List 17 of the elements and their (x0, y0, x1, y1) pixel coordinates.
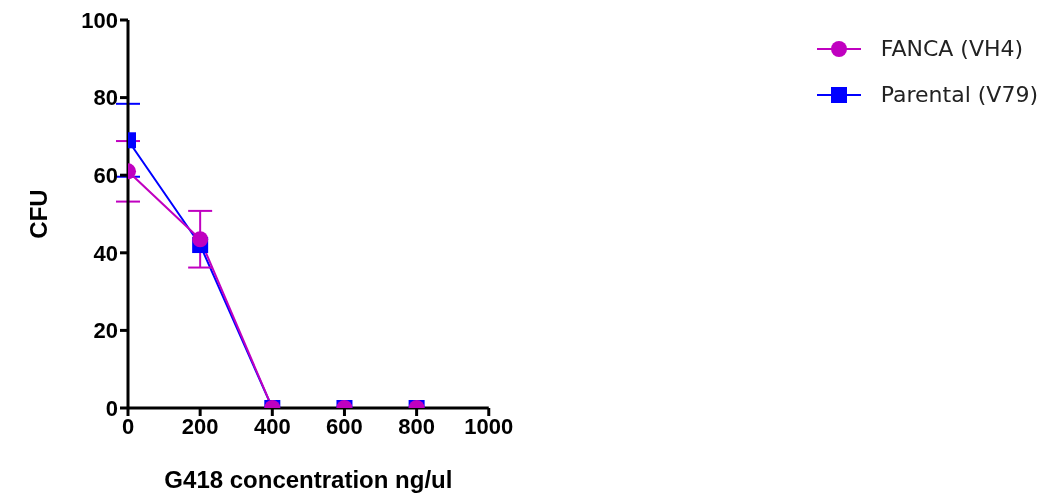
y-tick-label: 20 (93, 318, 118, 344)
x-tick-label: 600 (326, 413, 363, 439)
x-tick-label: 800 (398, 413, 435, 439)
y-tick-label: 40 (93, 240, 118, 266)
y-tick-label: 80 (93, 85, 118, 111)
x-tick-label: 400 (253, 413, 291, 439)
y-tick-label: 60 (93, 163, 118, 189)
y-tick-label: 0 (105, 395, 118, 421)
y-axis-title: CFU (24, 189, 52, 239)
point (192, 231, 209, 248)
y-tick-label: 100 (81, 7, 118, 33)
legend-label: FANCA (VH4) (880, 35, 1024, 63)
legend-label: Parental (V79) (880, 81, 1038, 109)
x-tick-label: 200 (181, 413, 219, 439)
x-tick-label: 1000 (464, 413, 514, 439)
x-axis-title: G418 concentration ng/ul (164, 466, 453, 493)
x-tick-label: 0 (121, 413, 135, 439)
